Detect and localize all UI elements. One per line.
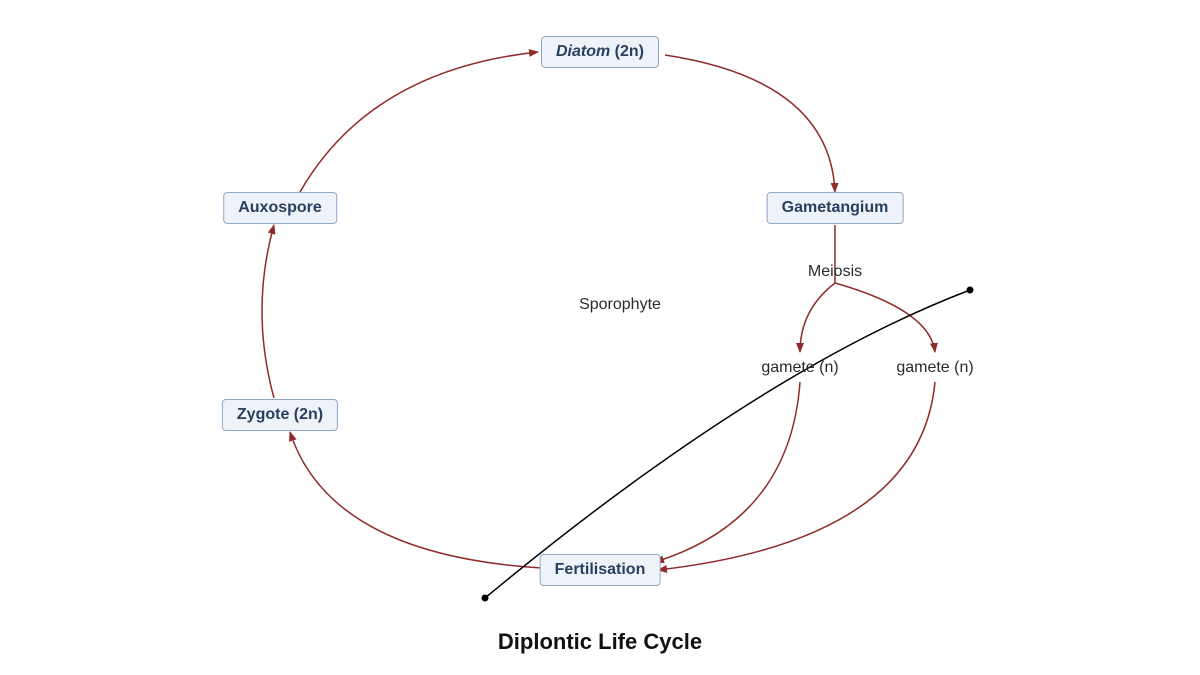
node-meiosis: Meiosis (808, 263, 862, 281)
edge-diatom-gametangium (665, 55, 835, 192)
node-diatom: Diatom (2n) (541, 36, 659, 68)
node-gamete1: gamete (n) (761, 359, 838, 377)
divider-endpoint-1 (967, 287, 974, 294)
diagram-title: Diplontic Life Cycle (498, 629, 702, 655)
sporophyte-divider-curve (485, 290, 970, 598)
edge-meiosis_y-gamete2 (835, 283, 935, 352)
node-sporophyte: Sporophyte (579, 296, 661, 314)
node-gametangium: Gametangium (767, 192, 904, 224)
node-zygote: Zygote (2n) (222, 399, 338, 431)
edge-gamete2-fertilisation (658, 382, 935, 570)
node-gamete2: gamete (n) (896, 359, 973, 377)
node-fertilisation: Fertilisation (540, 554, 661, 586)
edge-zygote-auxospore (262, 225, 274, 398)
edge-auxospore-diatom (300, 52, 538, 192)
edge-gamete1-fertilisation (655, 382, 800, 562)
divider-endpoint-0 (482, 595, 489, 602)
edge-fertilisation-zygote (290, 432, 542, 568)
edge-meiosis_y-gamete1 (800, 283, 835, 352)
node-auxospore: Auxospore (223, 192, 337, 224)
